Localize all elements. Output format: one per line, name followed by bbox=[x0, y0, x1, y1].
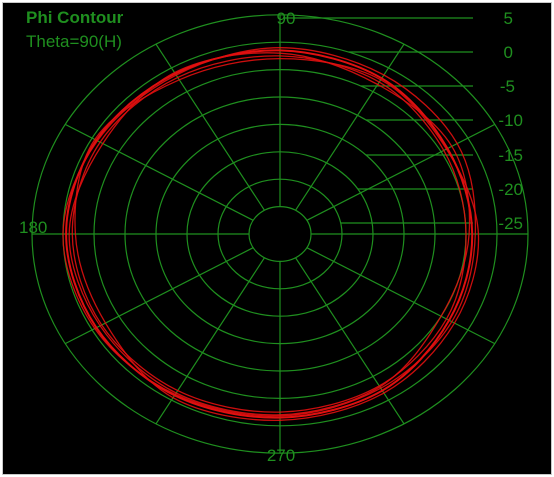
grid-ring bbox=[248, 206, 312, 263]
radial-label-0: 0 bbox=[504, 43, 513, 62]
angle-label-270: 270 bbox=[267, 446, 295, 465]
radial-label-minus-20: -20 bbox=[498, 180, 523, 199]
polar-plot: Phi Contour Theta=90(H) 90 180 270 5 0 -… bbox=[19, 8, 529, 465]
grid-spoke bbox=[306, 123, 496, 221]
series-line-5 bbox=[74, 57, 480, 421]
grid-spoke bbox=[306, 247, 496, 345]
radial-label-5: 5 bbox=[504, 9, 513, 28]
angle-label-180: 180 bbox=[19, 218, 47, 237]
grid bbox=[31, 14, 529, 454]
grid-spoke bbox=[155, 257, 266, 425]
radial-label-minus-10: -10 bbox=[498, 111, 523, 130]
series-line-2 bbox=[71, 55, 467, 413]
grid-spoke bbox=[64, 123, 254, 221]
grid-spoke bbox=[294, 257, 405, 425]
grid-spoke bbox=[155, 43, 266, 211]
radial-label-minus-25: -25 bbox=[498, 214, 523, 233]
chart-title: Phi Contour bbox=[26, 8, 124, 27]
radial-tick-lines bbox=[283, 17, 473, 224]
series-line-4 bbox=[68, 52, 471, 416]
radial-label-minus-5: -5 bbox=[500, 77, 515, 96]
chart-subtitle: Theta=90(H) bbox=[26, 32, 122, 51]
radial-label-minus-15: -15 bbox=[498, 146, 523, 165]
angle-label-90: 90 bbox=[277, 9, 296, 28]
series-line-3 bbox=[62, 47, 477, 417]
series-group bbox=[62, 47, 480, 421]
series-line-1 bbox=[65, 49, 474, 419]
grid-spoke bbox=[64, 247, 254, 345]
labels: Phi Contour Theta=90(H) 90 180 270 bbox=[19, 8, 295, 465]
radial-tick-labels: 5 0 -5 -10 -15 -20 -25 bbox=[498, 9, 523, 233]
grid-spoke bbox=[294, 43, 405, 211]
